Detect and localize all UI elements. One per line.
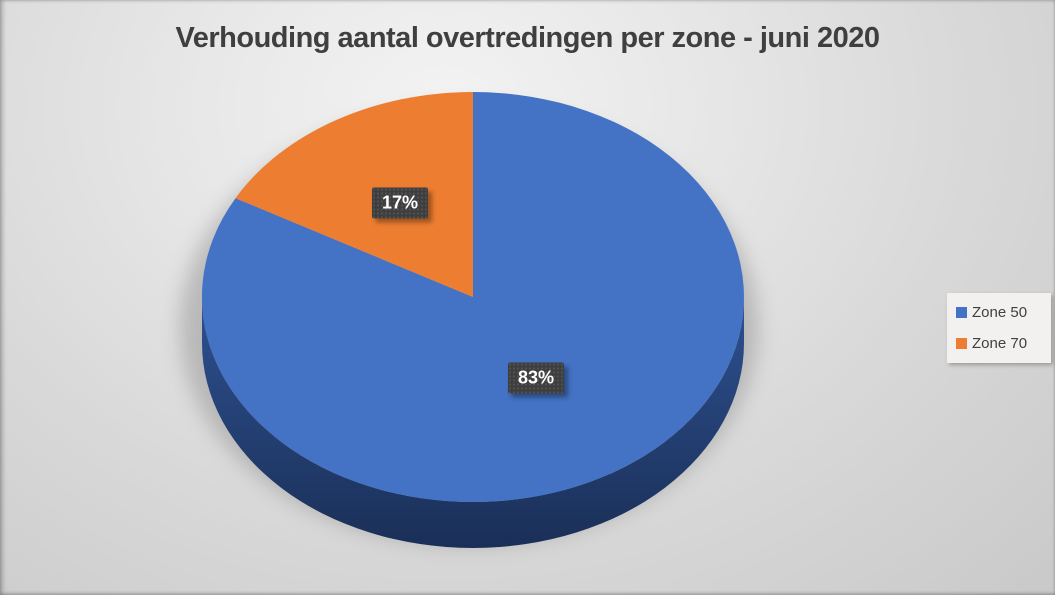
pie-side-wall [202, 297, 744, 548]
legend-label-zone-50: Zone 50 [972, 304, 1028, 321]
chart-title: Verhouding aantal overtredingen per zone… [175, 22, 880, 54]
legend-item-zone-50[interactable]: Zone 50 [956, 305, 1051, 320]
pie-slice-zone-70[interactable] [235, 91, 474, 297]
legend-label-zone-70: Zone 70 [972, 335, 1028, 352]
legend-item-zone-70[interactable]: Zone 70 [956, 336, 1051, 351]
chart-legend: Zone 50 Zone 70 [947, 293, 1051, 363]
zone-50-swatch-icon [956, 307, 967, 318]
zone-70-swatch-icon [956, 338, 967, 349]
pie-slice-zone-50[interactable] [201, 92, 744, 502]
